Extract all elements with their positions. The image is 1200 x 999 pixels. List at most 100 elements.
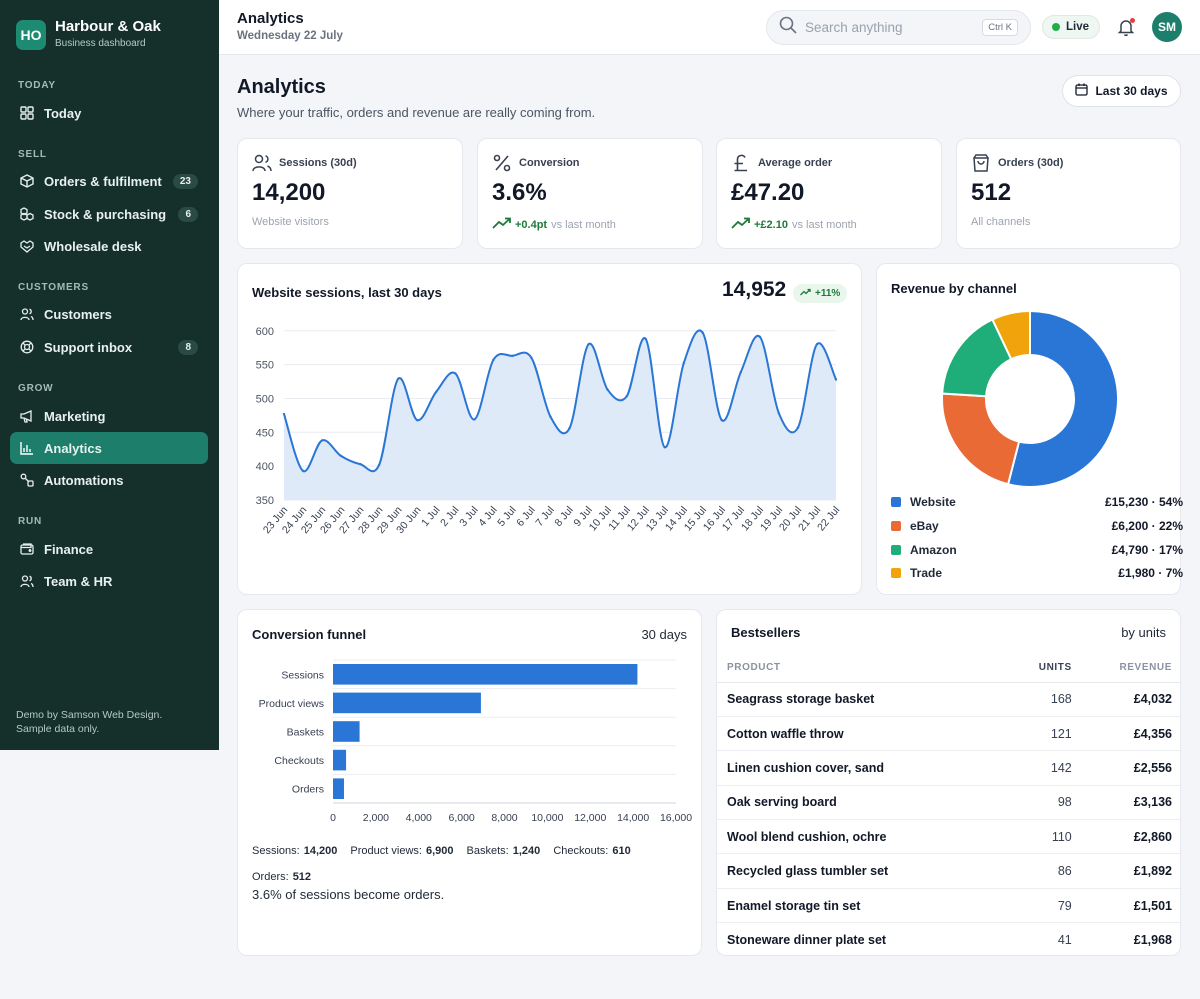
units-cell: 121 (1013, 716, 1074, 752)
column-header-units[interactable]: UNITS (1013, 654, 1074, 683)
units-cell: 79 (1013, 888, 1074, 924)
topbar-title: Analytics (237, 10, 304, 27)
notifications-button[interactable] (1116, 17, 1136, 37)
kpi-delta-value: +0.4pt (515, 218, 548, 231)
demo-note-line: Sample data only. (16, 723, 100, 735)
table-row[interactable]: Cotton waffle throw 121 £4,356 (717, 716, 1180, 752)
nav-section-customers: CUSTOMERS (18, 282, 89, 293)
sidebar-item-orders[interactable]: Orders & fulfilment 23 (10, 165, 208, 197)
legend-swatch (891, 568, 901, 578)
sidebar-item-finance[interactable]: Finance (10, 533, 208, 565)
funnel-bar-orders (333, 778, 344, 799)
table-row[interactable]: Stoneware dinner plate set 41 £1,968 (717, 923, 1180, 955)
x-tick-label: 16,000 (660, 812, 692, 824)
column-header-product[interactable]: PRODUCT (717, 654, 1014, 683)
trend-up-icon (800, 288, 811, 299)
revenue-cell: £1,501 (1073, 888, 1180, 924)
sessions-data-point (549, 415, 552, 418)
sidebar-item-stock[interactable]: Stock & purchasing 6 (10, 198, 208, 230)
box-icon (20, 174, 34, 188)
live-label: Live (1066, 21, 1090, 33)
live-status[interactable]: Live (1042, 15, 1100, 39)
legend-value: £15,230 · 54% (1104, 495, 1183, 509)
funnel-stat-value: 6,900 (425, 845, 454, 857)
kpi-label: Conversion (519, 157, 580, 169)
product-cell: Oak serving board (717, 785, 1014, 821)
sidebar-item-marketing[interactable]: Marketing (10, 400, 208, 432)
avatar[interactable]: SM (1152, 12, 1182, 42)
sidebar-item-team-hr[interactable]: Team & HR (10, 565, 208, 597)
column-header-revenue[interactable]: REVENUE (1073, 654, 1180, 683)
sessions-data-point (701, 331, 704, 334)
y-tick-label: 450 (256, 427, 274, 439)
bestsellers-sort[interactable]: by units (1121, 625, 1166, 640)
table-row[interactable]: Enamel storage tin set 79 £1,501 (717, 888, 1180, 924)
brand[interactable]: HO Harbour & Oak Business dashboard (16, 18, 161, 51)
revenue-card-title: Revenue by channel (891, 281, 1017, 296)
y-tick-label: 400 (256, 461, 274, 473)
kpi-label: Orders (30d) (998, 157, 1064, 169)
product-cell: Wool blend cushion, ochre (717, 819, 1014, 855)
shopping-bag-icon (971, 153, 991, 173)
sessions-data-point (682, 362, 685, 365)
sessions-data-point (358, 462, 362, 466)
sidebar-item-automations[interactable]: Automations (10, 464, 208, 496)
y-tick-label: 600 (256, 326, 274, 338)
page-subtitle: Where your traffic, orders and revenue a… (237, 105, 596, 120)
sessions-data-point (663, 446, 666, 449)
x-tick-label: 8,000 (491, 812, 517, 824)
page-title: Analytics (237, 76, 326, 98)
sidebar-item-label: Stock & purchasing (44, 206, 167, 222)
nav-section-sell: SELL (18, 149, 47, 160)
trend-up-icon (731, 217, 751, 232)
legend-swatch (891, 545, 901, 555)
sessions-data-point (796, 426, 800, 429)
legend-row-ebay: eBay £6,200 · 22% (891, 517, 1183, 535)
search-input[interactable] (805, 20, 975, 35)
table-row[interactable]: Linen cushion cover, sand 142 £2,556 (717, 750, 1180, 786)
date-range-button[interactable]: Last 30 days (1062, 75, 1181, 107)
megaphone-icon (20, 409, 34, 423)
sidebar-item-analytics[interactable]: Analytics (10, 432, 208, 464)
funnel-bar-sessions (333, 664, 638, 685)
users-icon (20, 307, 34, 321)
sessions-data-point (377, 463, 381, 466)
sidebar-item-customers[interactable]: Customers (10, 298, 208, 330)
units-cell: 86 (1013, 853, 1074, 889)
topbar-date: Wednesday 22 July (237, 30, 343, 42)
x-tick-label: 7 Jul (533, 504, 556, 529)
sessions-area-fill (284, 330, 836, 500)
grid-icon (20, 106, 34, 120)
brand-subtitle: Business dashboard (55, 38, 146, 49)
table-row[interactable]: Oak serving board 98 £3,136 (717, 785, 1180, 821)
kpi-value: £47.20 (731, 179, 805, 206)
kpi-delta-vs: vs last month (551, 218, 616, 231)
revenue-card: Revenue by channel Website £15,230 · 54%… (876, 263, 1183, 595)
table-row[interactable]: Wool blend cushion, ochre 110 £2,860 (717, 819, 1180, 855)
funnel-period: 30 days (641, 627, 687, 642)
topbar: Analytics Wednesday 22 July Ctrl K Live … (219, 0, 1200, 55)
workflow-icon (20, 473, 34, 487)
sessions-data-point (587, 343, 590, 346)
x-tick-label: 2,000 (363, 812, 389, 824)
table-row[interactable]: Seagrass storage basket 168 £4,032 (717, 682, 1180, 717)
percent-icon (492, 153, 512, 173)
sidebar-item-label: Support inbox (44, 339, 133, 355)
units-cell: 168 (1013, 682, 1074, 717)
x-tick-label: 3 Jul (457, 504, 480, 529)
bell-icon (1116, 20, 1136, 41)
table-header-row: PRODUCT UNITS REVENUE (717, 654, 1180, 683)
search-bar[interactable]: Ctrl K (766, 10, 1031, 45)
donut-slice-ebay (941, 392, 1021, 486)
table-row[interactable]: Recycled glass tumbler set 86 £1,892 (717, 853, 1180, 889)
sidebar-item-label: Orders & fulfilment (44, 173, 162, 189)
sessions-data-point (454, 372, 457, 375)
revenue-cell: £1,968 (1133, 933, 1172, 948)
sidebar-item-wholesale[interactable]: Wholesale desk (10, 230, 208, 262)
sessions-data-point (397, 377, 400, 381)
sidebar-item-label: Wholesale desk (44, 238, 142, 254)
sidebar-item-support-inbox[interactable]: Support inbox 8 (10, 331, 208, 363)
product-cell: Cotton waffle throw (717, 716, 1014, 752)
sidebar-item-today[interactable]: Today (10, 97, 208, 129)
